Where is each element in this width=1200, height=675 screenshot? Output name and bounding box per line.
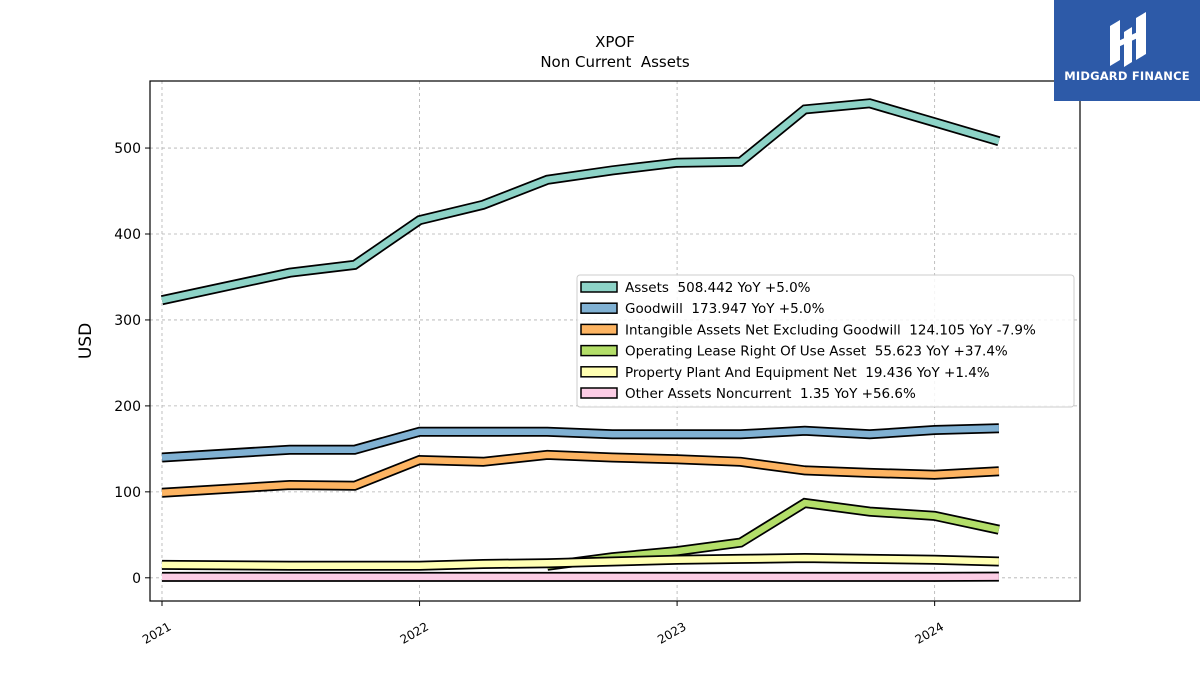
x-tick-label: 2022 [398,619,431,646]
chart-title: XPOF [595,33,635,51]
series-lines [160,98,1001,582]
legend-entry-label: Intangible Assets Net Excluding Goodwill… [625,322,1036,338]
legend-entry-label: Assets 508.442 YoY +5.0% [625,280,811,296]
legend-entry-label: Property Plant And Equipment Net 19.436 … [625,365,990,381]
y-tick-label: 200 [114,399,141,415]
chart-subtitle: Non Current Assets [540,53,690,71]
series-intangible-assets-net-excluding-goodwill [161,449,1000,498]
series-line [161,451,1000,496]
series-line [161,554,999,570]
legend-swatch [580,387,618,399]
legend-entry-label: Other Assets Noncurrent 1.35 YoY +56.6% [625,386,916,402]
x-tick-label: 2021 [140,619,173,646]
x-tick-label: 2024 [913,619,946,646]
x-tick-label: 2023 [655,619,688,646]
legend-swatch [580,281,618,293]
series-operating-lease-right-of-use-asset [546,497,1000,571]
y-tick-label: 0 [132,571,141,587]
series-goodwill [161,423,1000,463]
legend-box [576,274,1075,408]
y-tick-label: 300 [114,313,141,329]
legend-entry-label: Goodwill 173.947 YoY +5.0% [625,301,825,317]
series-property-plant-and-equipment-net [161,552,1000,571]
brand-logo: MIDGARD FINANCE [1054,0,1200,101]
plot-frame [149,80,1081,602]
legend-swatch [580,366,618,378]
y-tick-label: 400 [114,227,141,243]
legend-swatch [580,323,618,336]
legend: Assets 508.442 YoY +5.0% Goodwill 173.947… [576,274,1075,408]
legend-swatch [580,344,618,357]
series-assets [160,98,1001,306]
series-line [546,499,1000,570]
logo-text: MIDGARD FINANCE [1064,69,1190,83]
y-tick-label: 100 [114,485,141,501]
series-line [161,424,999,461]
legend-swatch [580,302,618,314]
series-line [161,100,1000,304]
y-tick-label: 500 [114,141,141,157]
legend-entry-label: Operating Lease Right Of Use Asset 55.62… [625,344,1008,360]
logo-mark-icon [1110,12,1146,67]
y-axis-label: USD [76,323,96,359]
